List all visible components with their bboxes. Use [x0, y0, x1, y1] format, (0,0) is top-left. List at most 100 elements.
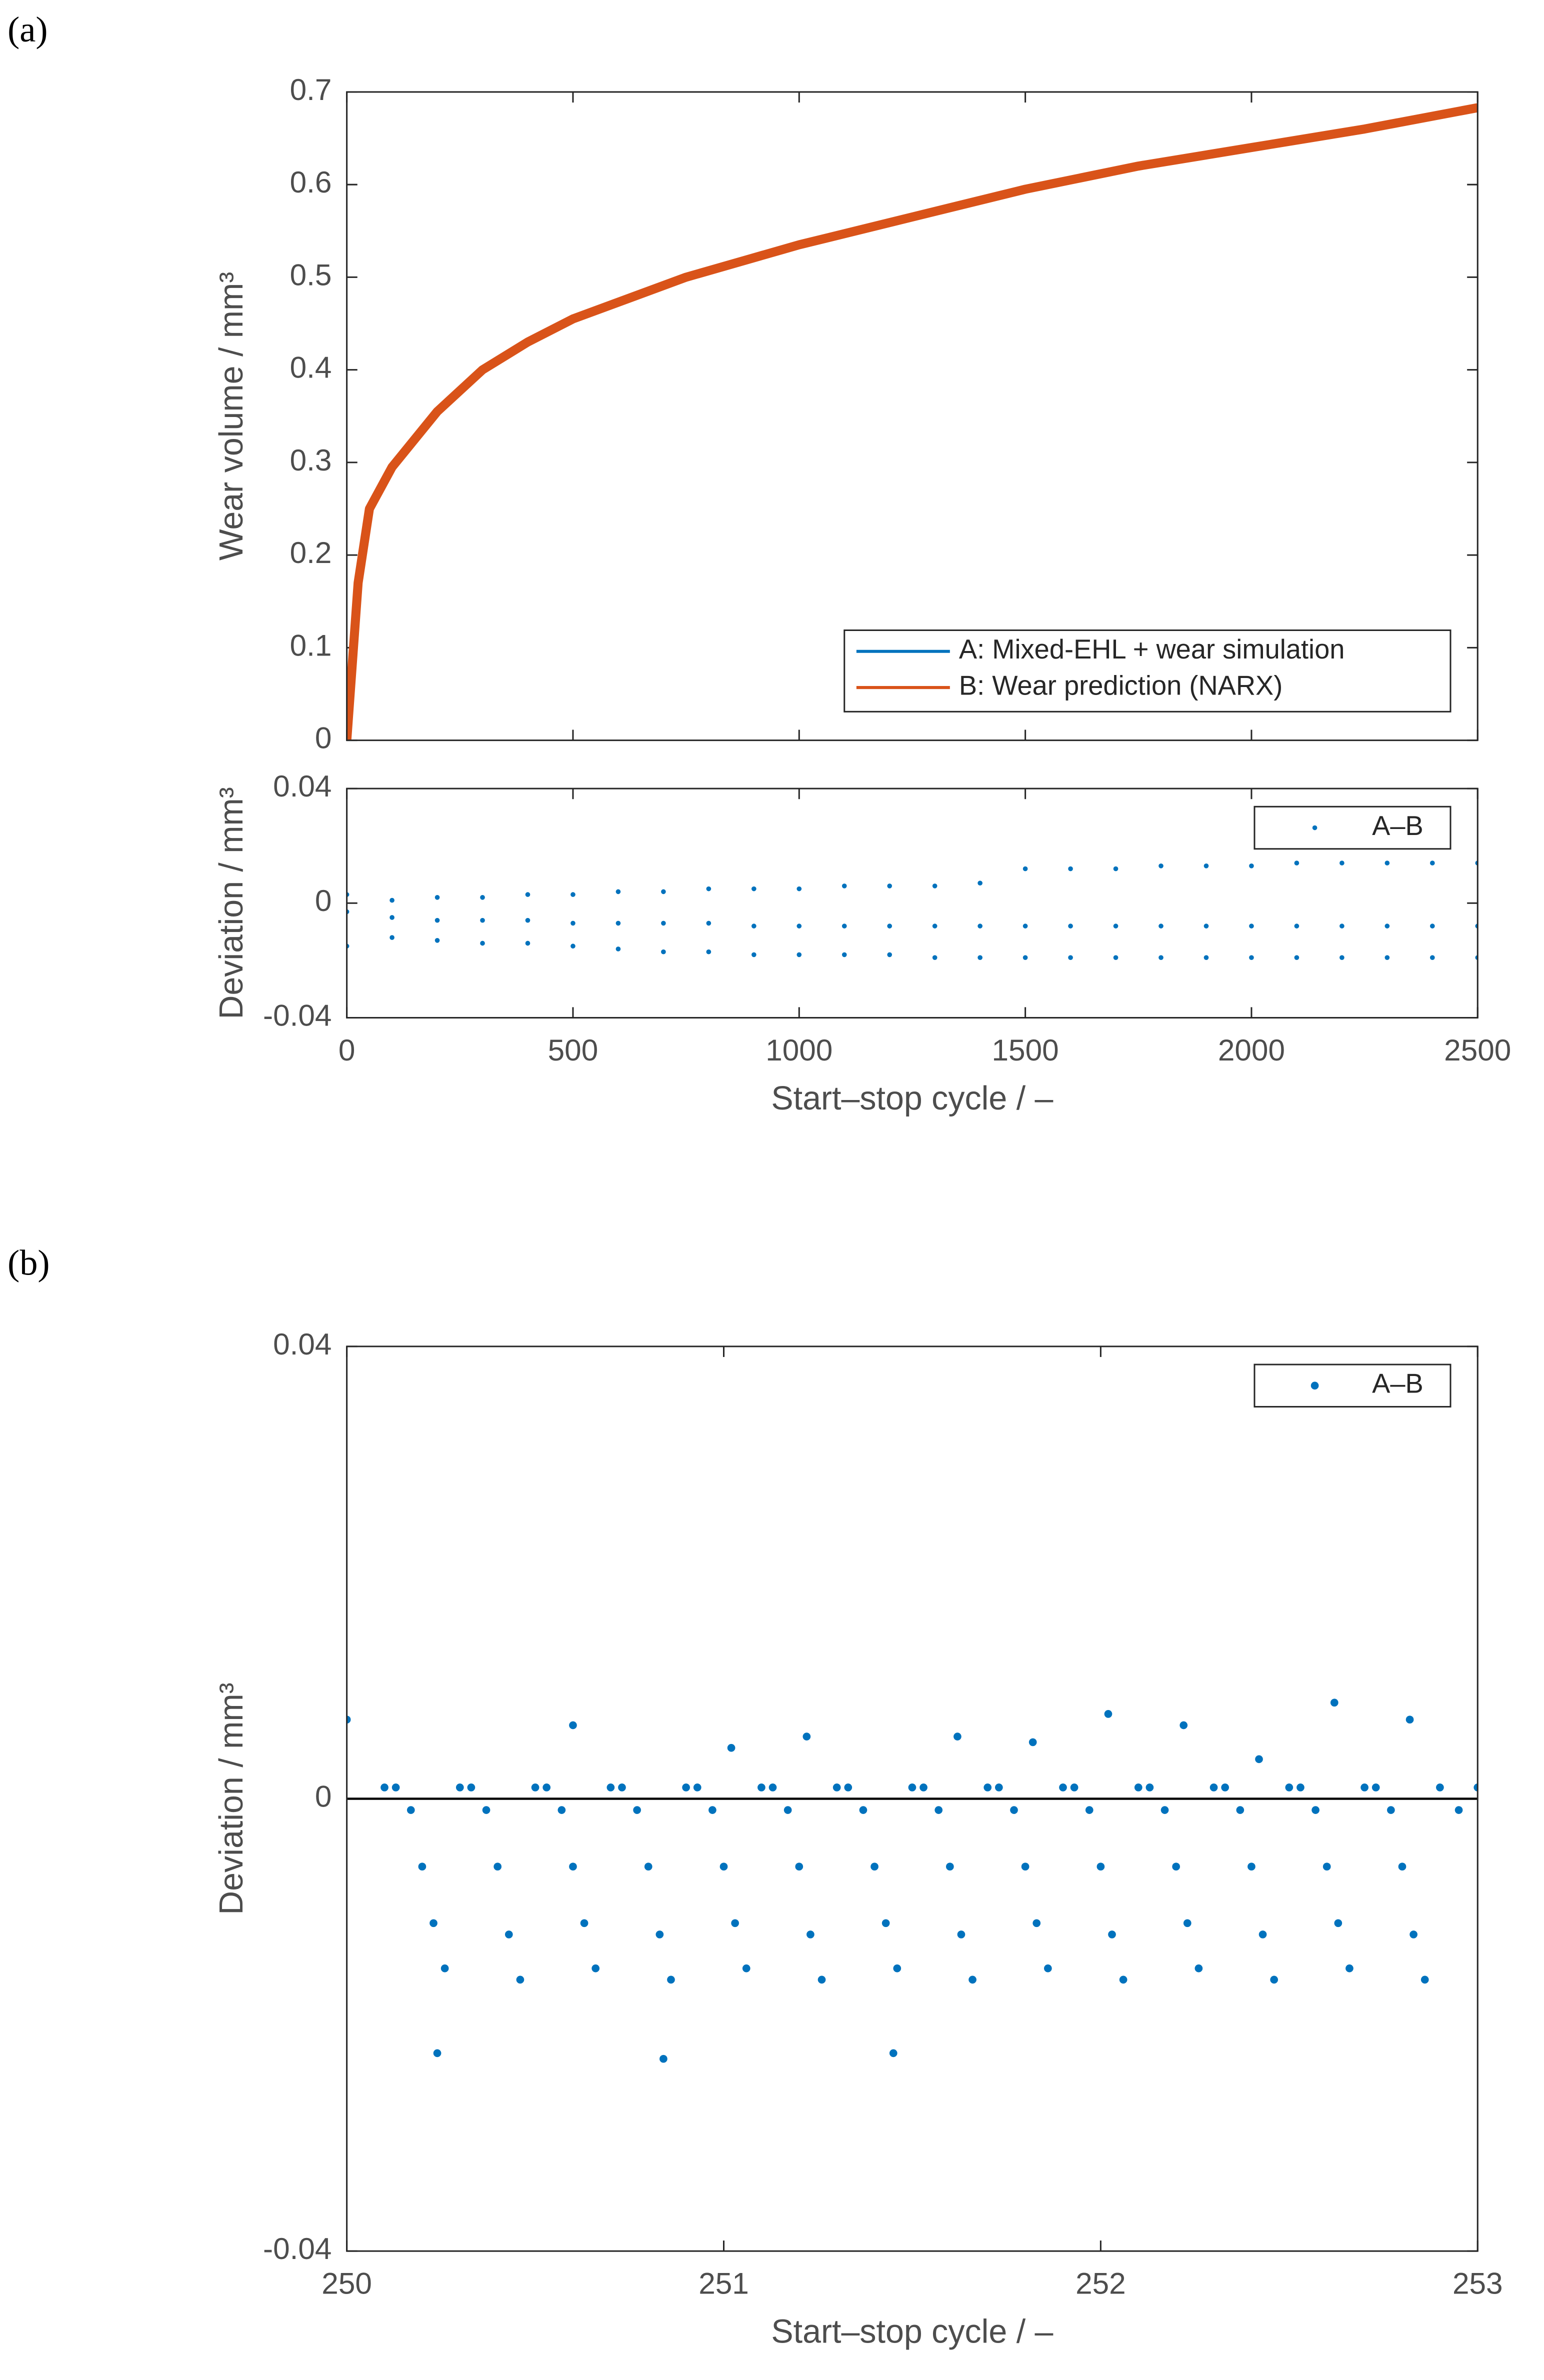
point [1104, 1710, 1112, 1718]
y-tick-label: 0.04 [273, 1327, 332, 1361]
point [1384, 955, 1390, 960]
y-tick-label: 0.7 [290, 72, 332, 106]
point [434, 895, 440, 900]
point [1022, 866, 1028, 872]
point [1294, 860, 1300, 866]
y-tick-label: -0.04 [263, 998, 332, 1032]
point [859, 1806, 868, 1814]
point [1474, 1784, 1478, 1792]
point [558, 1806, 566, 1814]
axes-box [346, 91, 1478, 742]
point [1113, 866, 1118, 872]
point [1296, 1784, 1304, 1792]
x-tick-label: 250 [322, 2266, 372, 2300]
point [1022, 924, 1028, 928]
point [592, 1964, 600, 1972]
point [1454, 1806, 1463, 1814]
point [796, 952, 802, 958]
point [1204, 955, 1209, 960]
point [796, 924, 802, 928]
point [1158, 924, 1164, 928]
y-tick-label: 0.5 [290, 258, 332, 292]
point [1255, 1755, 1263, 1764]
legend-box [1254, 1364, 1452, 1408]
point [482, 1806, 490, 1814]
point [731, 1919, 739, 1928]
point [978, 924, 982, 928]
point [516, 1976, 524, 1984]
point [660, 2054, 668, 2063]
y-tick-label: 0.3 [290, 443, 332, 477]
point [1346, 1964, 1354, 1972]
point [1384, 924, 1390, 928]
point [1160, 1806, 1169, 1814]
point [1146, 1784, 1154, 1792]
point [957, 1930, 966, 1938]
point [1340, 860, 1344, 866]
point [1021, 1862, 1030, 1871]
point [887, 924, 892, 928]
point [618, 1784, 626, 1792]
point [978, 955, 982, 960]
x-tick-label: 252 [1076, 2266, 1126, 2300]
point [430, 1919, 438, 1928]
point [480, 918, 485, 923]
point [467, 1784, 476, 1792]
point [893, 1964, 902, 1972]
point [434, 918, 440, 923]
point [832, 1784, 841, 1792]
legend-box [1254, 806, 1452, 850]
legend-box [844, 629, 1452, 712]
point [504, 1930, 513, 1938]
y-tick-label: 0.6 [290, 165, 332, 199]
marks [346, 1698, 1478, 2063]
legend-label: A: Mixed-EHL + wear simulation [959, 634, 1345, 664]
y-tick-label: 0.1 [290, 628, 332, 662]
point [908, 1784, 916, 1792]
point [1085, 1806, 1094, 1814]
point [1406, 1716, 1414, 1724]
x-tick-label: 2500 [1444, 1033, 1511, 1067]
point [1113, 924, 1118, 928]
point [889, 2049, 898, 2058]
legend-label: A–B [1372, 1368, 1424, 1399]
point [1249, 924, 1254, 928]
x-tick-label: 251 [698, 2266, 749, 2300]
point [1420, 1976, 1429, 1984]
point [1249, 955, 1254, 960]
point [932, 955, 938, 960]
point [1158, 863, 1164, 868]
point [693, 1784, 702, 1792]
point [796, 886, 802, 892]
point [795, 1862, 804, 1871]
point [1070, 1784, 1078, 1792]
point [1258, 1930, 1267, 1938]
point [842, 924, 847, 928]
point [984, 1784, 992, 1792]
y-axis-label: Deviation / mm³ [213, 1682, 250, 1914]
point [406, 1806, 415, 1814]
point [946, 1862, 954, 1871]
y-tick-label: 0.04 [273, 769, 332, 803]
point [542, 1784, 551, 1792]
point [525, 918, 530, 923]
point [1430, 860, 1435, 866]
marks [346, 103, 1478, 740]
point [494, 1862, 502, 1871]
x-axis-label: Start–stop cycle / – [771, 1080, 1053, 1117]
point [616, 889, 621, 894]
point [1236, 1806, 1244, 1814]
point [1113, 955, 1118, 960]
y-axis-label: Wear volume / mm³ [213, 272, 250, 560]
x-tick-label: 253 [1452, 2266, 1503, 2300]
point [1028, 1738, 1037, 1746]
point [392, 1784, 400, 1792]
point [644, 1862, 652, 1871]
point [1398, 1862, 1406, 1871]
point [1068, 924, 1073, 928]
point [480, 895, 485, 900]
legend-label: A–B [1372, 810, 1424, 841]
x-tick-label: 1500 [992, 1033, 1059, 1067]
point [480, 940, 485, 946]
